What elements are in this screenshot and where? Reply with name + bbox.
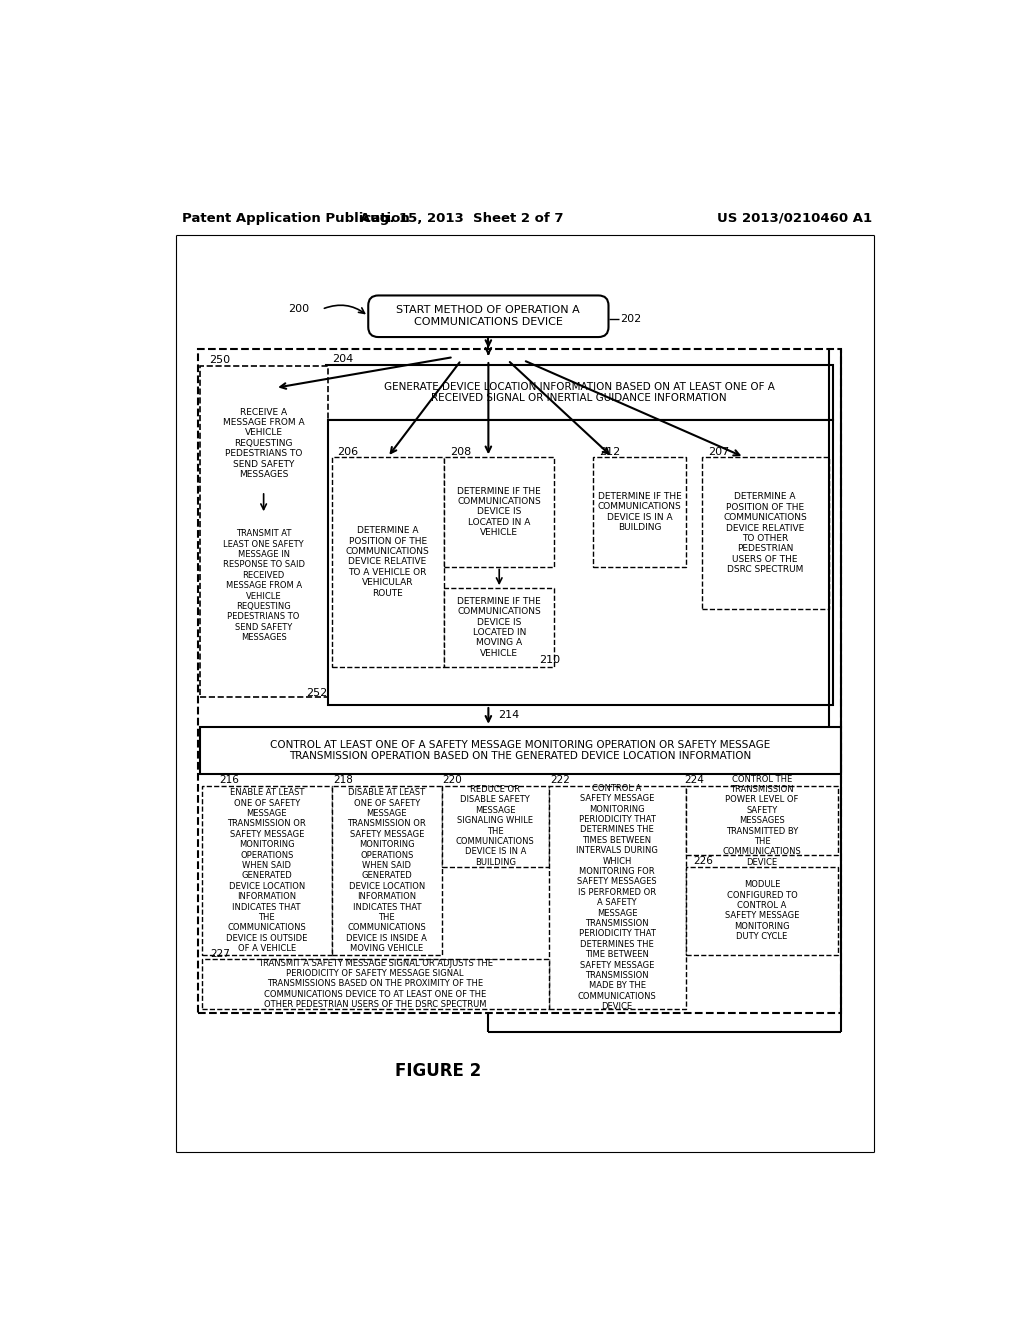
Text: 210: 210 [539, 655, 560, 665]
Text: Aug. 15, 2013  Sheet 2 of 7: Aug. 15, 2013 Sheet 2 of 7 [359, 213, 563, 224]
Text: 208: 208 [451, 446, 472, 457]
Text: 216: 216 [219, 775, 240, 785]
Text: 252: 252 [306, 688, 328, 698]
Text: 200: 200 [288, 305, 309, 314]
Text: 224: 224 [684, 775, 705, 785]
Text: TRANSMIT AT
LEAST ONE SAFETY
MESSAGE IN
RESPONSE TO SAID
RECEIVED
MESSAGE FROM A: TRANSMIT AT LEAST ONE SAFETY MESSAGE IN … [222, 529, 304, 643]
Text: MODULE
CONFIGURED TO
CONTROL A
SAFETY MESSAGE
MONITORING
DUTY CYCLE: MODULE CONFIGURED TO CONTROL A SAFETY ME… [725, 880, 799, 941]
FancyBboxPatch shape [444, 457, 554, 566]
Text: 214: 214 [499, 710, 520, 721]
FancyBboxPatch shape [203, 785, 332, 956]
Text: 220: 220 [442, 775, 462, 785]
Text: CONTROL THE
TRANSMISSION
POWER LEVEL OF
SAFETY
MESSAGES
TRANSMITTED BY
THE
COMMU: CONTROL THE TRANSMISSION POWER LEVEL OF … [723, 775, 802, 867]
Text: 227: 227 [210, 949, 230, 958]
Text: 250: 250 [209, 355, 230, 366]
Text: START METHOD OF OPERATION A
COMMUNICATIONS DEVICE: START METHOD OF OPERATION A COMMUNICATIO… [396, 305, 581, 327]
FancyBboxPatch shape [200, 726, 841, 775]
FancyBboxPatch shape [701, 457, 829, 609]
Text: 207: 207 [708, 446, 729, 457]
Text: 226: 226 [693, 857, 714, 866]
Text: RECEIVE A
MESSAGE FROM A
VEHICLE
REQUESTING
PEDESTRIANS TO
SEND SAFETY
MESSAGES: RECEIVE A MESSAGE FROM A VEHICLE REQUEST… [223, 408, 304, 479]
FancyBboxPatch shape [203, 960, 549, 1010]
FancyBboxPatch shape [549, 785, 686, 1010]
Text: 212: 212 [599, 446, 621, 457]
Text: CONTROL AT LEAST ONE OF A SAFETY MESSAGE MONITORING OPERATION OR SAFETY MESSAGE
: CONTROL AT LEAST ONE OF A SAFETY MESSAGE… [270, 739, 770, 762]
Text: DETERMINE IF THE
COMMUNICATIONS
DEVICE IS IN A
BUILDING: DETERMINE IF THE COMMUNICATIONS DEVICE I… [598, 492, 681, 532]
Text: REDUCE OR
DISABLE SAFETY
MESSAGE
SIGNALING WHILE
THE
COMMUNICATIONS
DEVICE IS IN: REDUCE OR DISABLE SAFETY MESSAGE SIGNALI… [456, 785, 535, 867]
FancyBboxPatch shape [198, 350, 841, 1014]
FancyBboxPatch shape [686, 785, 838, 855]
Text: 202: 202 [621, 314, 641, 323]
FancyBboxPatch shape [332, 457, 444, 667]
Text: US 2013/0210460 A1: US 2013/0210460 A1 [717, 213, 872, 224]
Text: CONTROL A
SAFETY MESSAGE
MONITORING
PERIODICITY THAT
DETERMINES THE
TIMES BETWEE: CONTROL A SAFETY MESSAGE MONITORING PERI… [577, 784, 658, 1011]
FancyBboxPatch shape [326, 364, 834, 420]
Text: DETERMINE A
POSITION OF THE
COMMUNICATIONS
DEVICE RELATIVE
TO A VEHICLE OR
VEHIC: DETERMINE A POSITION OF THE COMMUNICATIO… [346, 527, 429, 598]
FancyBboxPatch shape [444, 589, 554, 667]
Text: ENABLE AT LEAST
ONE OF SAFETY
MESSAGE
TRANSMISSION OR
SAFETY MESSAGE
MONITORING
: ENABLE AT LEAST ONE OF SAFETY MESSAGE TR… [226, 788, 307, 953]
Text: DETERMINE IF THE
COMMUNICATIONS
DEVICE IS
LOCATED IN A
VEHICLE: DETERMINE IF THE COMMUNICATIONS DEVICE I… [458, 487, 541, 537]
Text: 222: 222 [550, 775, 570, 785]
Text: DISABLE AT LEAST
ONE OF SAFETY
MESSAGE
TRANSMISSION OR
SAFETY MESSAGE
MONITORING: DISABLE AT LEAST ONE OF SAFETY MESSAGE T… [346, 788, 427, 953]
FancyBboxPatch shape [200, 367, 328, 697]
FancyBboxPatch shape [328, 420, 834, 705]
Text: 204: 204 [332, 354, 353, 364]
Text: DETERMINE A
POSITION OF THE
COMMUNICATIONS
DEVICE RELATIVE
TO OTHER
PEDESTRIAN
U: DETERMINE A POSITION OF THE COMMUNICATIO… [723, 492, 807, 574]
Text: 206: 206 [337, 446, 358, 457]
Text: 218: 218 [334, 775, 353, 785]
Text: FIGURE 2: FIGURE 2 [395, 1061, 481, 1080]
FancyBboxPatch shape [332, 785, 442, 956]
Text: GENERATE DEVICE LOCATION INFORMATION BASED ON AT LEAST ONE OF A
RECEIVED SIGNAL : GENERATE DEVICE LOCATION INFORMATION BAS… [384, 381, 774, 404]
Text: DETERMINE IF THE
COMMUNICATIONS
DEVICE IS
LOCATED IN
MOVING A
VEHICLE: DETERMINE IF THE COMMUNICATIONS DEVICE I… [458, 597, 541, 657]
FancyBboxPatch shape [369, 296, 608, 337]
Text: TRANSMIT A SAFETY MESSAGE SIGNAL OR ADJUSTS THE
PERIODICITY OF SAFETY MESSAGE SI: TRANSMIT A SAFETY MESSAGE SIGNAL OR ADJU… [258, 958, 493, 1010]
Text: Patent Application Publication: Patent Application Publication [182, 213, 410, 224]
FancyBboxPatch shape [686, 867, 838, 956]
FancyBboxPatch shape [442, 785, 549, 867]
FancyBboxPatch shape [593, 457, 686, 566]
